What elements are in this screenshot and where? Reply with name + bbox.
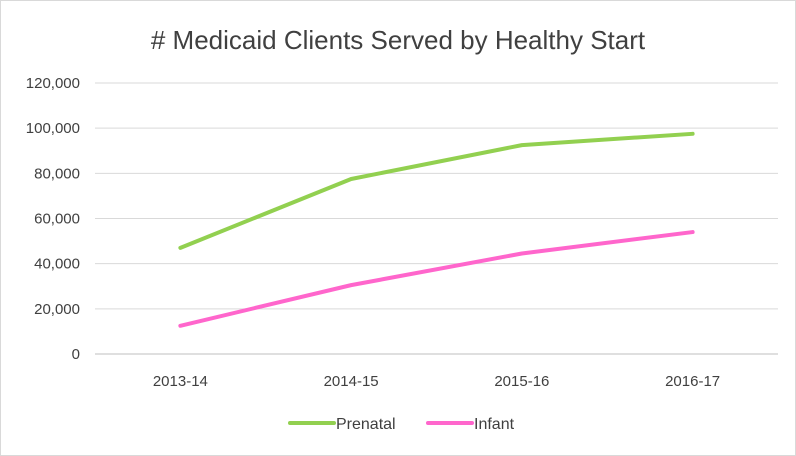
x-tick-label: 2014-15 bbox=[324, 373, 379, 390]
legend: Prenatal Infant bbox=[288, 416, 515, 433]
x-tick-label: 2013-14 bbox=[153, 373, 208, 390]
legend-label-infant: Infant bbox=[474, 416, 515, 433]
y-tick-label: 0 bbox=[72, 346, 80, 363]
y-tick-label: 120,000 bbox=[26, 75, 80, 92]
gridlines bbox=[95, 82, 778, 355]
y-tick-label: 20,000 bbox=[34, 301, 80, 318]
y-axis-ticks: 0 20,000 40,000 60,000 80,000 100,000 120,000 bbox=[26, 75, 80, 363]
chart-title: # Medicaid Clients Served by Healthy Sta… bbox=[151, 25, 646, 55]
series-line-prenatal bbox=[178, 131, 695, 250]
legend-label-prenatal: Prenatal bbox=[336, 416, 396, 433]
y-tick-label: 100,000 bbox=[26, 120, 80, 137]
x-axis-ticks: 2013-14 2014-15 2015-16 2016-17 bbox=[153, 373, 720, 390]
x-tick-label: 2015-16 bbox=[494, 373, 549, 390]
series-line-infant bbox=[178, 230, 695, 328]
x-tick-label: 2016-17 bbox=[665, 373, 720, 390]
y-tick-label: 60,000 bbox=[34, 211, 80, 228]
y-tick-label: 80,000 bbox=[34, 165, 80, 182]
series-lines bbox=[178, 131, 695, 328]
y-tick-label: 40,000 bbox=[34, 256, 80, 273]
